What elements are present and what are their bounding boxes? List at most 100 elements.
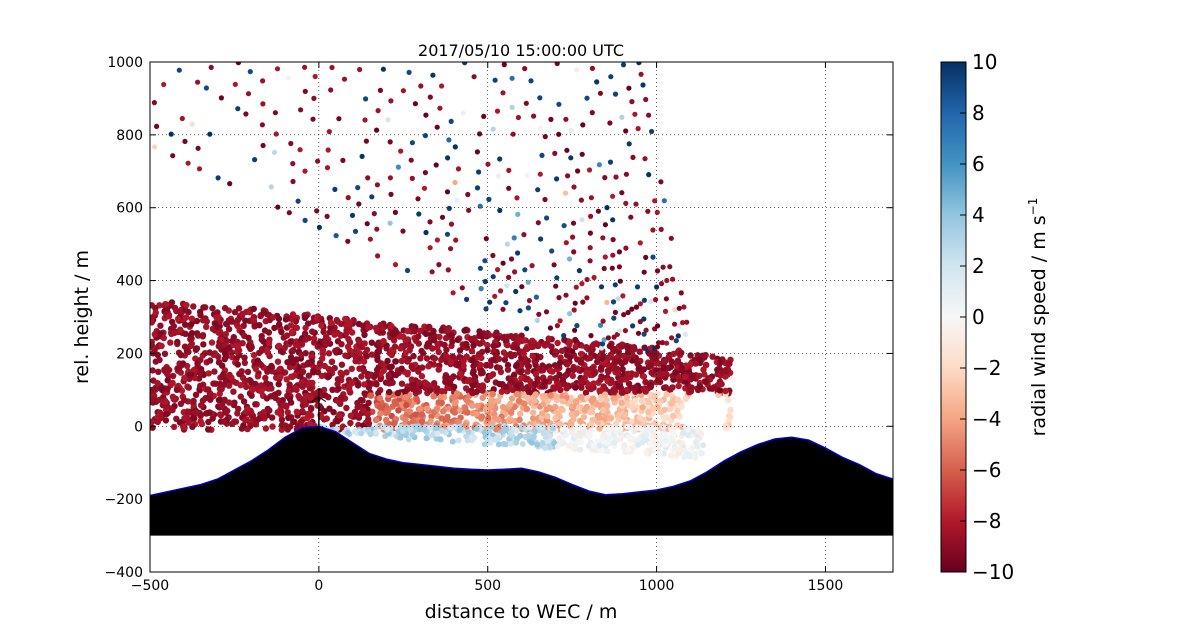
wind-point [647, 345, 653, 351]
wind-point [326, 129, 332, 135]
wind-point [189, 121, 195, 127]
wind-point [430, 393, 437, 400]
wind-point [161, 398, 169, 406]
wind-point [398, 357, 405, 365]
wind-point [269, 414, 276, 421]
wind-point [515, 250, 521, 256]
wind-point [464, 296, 470, 302]
wind-point [641, 297, 648, 303]
wind-point [534, 341, 542, 349]
wind-point [154, 418, 161, 426]
wind-point [547, 325, 554, 331]
wind-point [580, 414, 588, 421]
wind-point [432, 425, 439, 431]
wind-point [284, 392, 291, 399]
wind-point [519, 284, 525, 290]
wind-point [286, 210, 292, 216]
wind-point [221, 304, 229, 312]
wind-point [417, 406, 424, 413]
wind-point [228, 337, 236, 345]
wind-point [261, 327, 269, 334]
wind-point [354, 404, 361, 411]
wind-point [466, 376, 474, 384]
wind-point [250, 305, 257, 313]
wind-point [375, 389, 382, 397]
wind-point [567, 311, 573, 317]
wind-point [374, 182, 380, 188]
wind-point [492, 77, 498, 83]
wind-point [570, 348, 576, 354]
wind-point [535, 187, 541, 193]
wind-point [308, 358, 315, 365]
wind-point [367, 236, 373, 242]
wind-point [515, 397, 523, 404]
wind-point [634, 360, 641, 367]
wind-point [342, 352, 349, 359]
wind-point [417, 327, 424, 334]
wind-point [496, 380, 503, 388]
wind-point [481, 113, 487, 119]
wind-point [423, 229, 429, 236]
wind-point [508, 256, 515, 262]
wind-point [607, 351, 615, 358]
wind-point [491, 436, 498, 443]
wind-point [244, 405, 251, 413]
wind-point [287, 338, 294, 345]
wind-point [561, 223, 567, 229]
wind-point [469, 389, 477, 396]
wind-point [476, 340, 484, 347]
wind-point [607, 120, 613, 126]
wind-point [192, 345, 200, 352]
wind-point [509, 75, 515, 81]
wind-point [470, 362, 477, 370]
wind-point [416, 211, 422, 217]
wind-point [506, 167, 512, 173]
wind-point [220, 370, 227, 378]
wind-point [314, 314, 321, 322]
wind-point [290, 418, 297, 426]
x-tick-label: 0 [314, 578, 323, 594]
wind-point [437, 436, 444, 443]
wind-point [553, 283, 559, 289]
wind-point [413, 396, 420, 403]
wind-point [386, 388, 393, 396]
wind-point [188, 335, 195, 342]
wind-point [473, 410, 480, 417]
wind-point [179, 115, 185, 122]
wind-point [726, 412, 733, 420]
wind-point [582, 389, 590, 396]
wind-point [610, 193, 616, 199]
wind-point [596, 425, 603, 432]
wind-point [643, 96, 649, 103]
wind-point [571, 184, 577, 190]
wind-point [154, 380, 161, 387]
wind-point [680, 320, 686, 326]
wind-point [652, 433, 659, 440]
wind-point [211, 368, 218, 375]
wind-point [154, 351, 161, 359]
wind-point [532, 391, 539, 398]
wind-point [269, 314, 277, 321]
wind-point [269, 423, 276, 430]
wind-point [348, 365, 355, 372]
wind-point [701, 371, 708, 378]
wind-point [329, 386, 336, 393]
wind-point [328, 87, 334, 93]
wind-point [305, 372, 313, 379]
wind-point [580, 299, 586, 305]
wind-point [336, 412, 343, 419]
wind-point [297, 147, 303, 153]
wind-point [183, 314, 190, 321]
wind-point [454, 197, 460, 203]
wind-point [363, 96, 369, 102]
wind-point [508, 378, 515, 385]
colorbar-tick-label: −2 [972, 356, 1001, 380]
wind-point [505, 417, 512, 424]
wind-point [460, 357, 467, 365]
wind-point [611, 439, 618, 446]
wind-point [349, 329, 356, 336]
wind-point [387, 175, 393, 181]
wind-point [471, 335, 478, 342]
wind-point [459, 285, 465, 291]
wind-point [551, 262, 557, 268]
